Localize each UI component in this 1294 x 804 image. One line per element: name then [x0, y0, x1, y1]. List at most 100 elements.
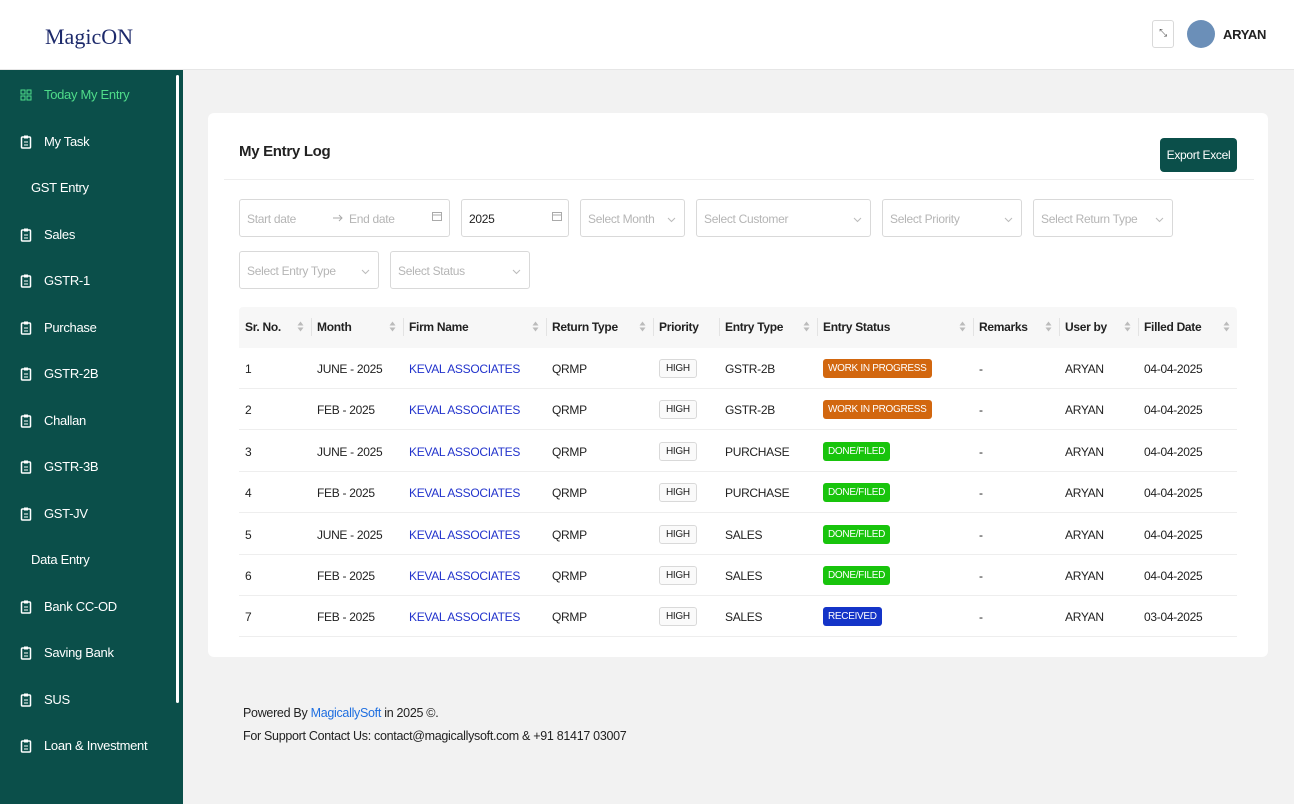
sort-icon[interactable]: [639, 321, 646, 335]
status-tag: WORK IN PROGRESS: [823, 359, 932, 378]
column-divider: [546, 318, 547, 336]
firm-link[interactable]: KEVAL ASSOCIATES: [409, 528, 520, 542]
cell: 4: [245, 486, 251, 500]
footer-support: For Support Contact Us: contact@magicall…: [243, 729, 626, 743]
column-header[interactable]: Return Type: [552, 320, 618, 334]
sort-icon[interactable]: [959, 321, 966, 335]
year-value[interactable]: 2025: [469, 212, 495, 226]
column-header[interactable]: Remarks: [979, 320, 1028, 334]
sort-icon[interactable]: [1223, 321, 1230, 335]
cell: -: [979, 445, 983, 459]
sort-icon[interactable]: [297, 321, 304, 335]
column-header[interactable]: Filled Date: [1144, 320, 1201, 334]
cell: 04-04-2025: [1144, 362, 1202, 376]
start-date[interactable]: Start date: [247, 212, 296, 226]
cell: JUNE - 2025: [317, 362, 382, 376]
firm-link[interactable]: KEVAL ASSOCIATES: [409, 569, 520, 583]
cell: ARYAN: [1065, 445, 1104, 459]
column-header[interactable]: Priority: [659, 320, 699, 334]
column-divider: [1059, 318, 1060, 336]
firm-link[interactable]: KEVAL ASSOCIATES: [409, 445, 520, 459]
column-header[interactable]: Sr. No.: [245, 320, 281, 334]
menu-item[interactable]: GSTR-1: [44, 273, 90, 288]
menu-item[interactable]: GSTR-3B: [44, 459, 98, 474]
link[interactable]: MagicallySoft: [311, 706, 381, 720]
end-date[interactable]: End date: [349, 212, 395, 226]
cell: QRMP: [552, 362, 587, 376]
cell: 03-04-2025: [1144, 610, 1202, 624]
menu-item[interactable]: Loan & Investment: [44, 738, 147, 753]
cell: SALES: [725, 610, 762, 624]
menu-item[interactable]: Saving Bank: [44, 645, 114, 660]
cell: 04-04-2025: [1144, 528, 1202, 542]
firm-link[interactable]: KEVAL ASSOCIATES: [409, 610, 520, 624]
select-placeholder[interactable]: Select Return Type: [1041, 212, 1137, 226]
menu-icon: [20, 739, 32, 753]
priority-tag: HIGH: [659, 442, 697, 461]
menu-icon: [20, 367, 32, 381]
select-placeholder[interactable]: Select Entry Type: [247, 264, 336, 278]
chevron: [667, 213, 676, 227]
menu-item[interactable]: GST-JV: [44, 506, 88, 521]
column-header[interactable]: Entry Type: [725, 320, 783, 334]
cell: QRMP: [552, 528, 587, 542]
menu-item[interactable]: Sales: [44, 227, 75, 242]
column-divider: [719, 318, 720, 336]
sort-icon[interactable]: [1124, 321, 1131, 335]
menu-icon: [20, 460, 32, 474]
status-tag: DONE/FILED: [823, 566, 890, 585]
menu-item[interactable]: SUS: [44, 692, 70, 707]
cell: QRMP: [552, 445, 587, 459]
column-header[interactable]: Firm Name: [409, 320, 468, 334]
select-placeholder[interactable]: Select Priority: [890, 212, 960, 226]
firm-link[interactable]: KEVAL ASSOCIATES: [409, 486, 520, 500]
menu-item[interactable]: Challan: [44, 413, 86, 428]
menu-item[interactable]: Today My Entry: [44, 87, 129, 102]
cell: ARYAN: [1065, 362, 1104, 376]
cell: -: [979, 362, 983, 376]
text: Powered By: [243, 706, 307, 720]
cell: 1: [245, 362, 251, 376]
menu-item[interactable]: Data Entry: [31, 552, 89, 567]
menu-icon: [20, 228, 32, 242]
firm-link[interactable]: KEVAL ASSOCIATES: [409, 362, 520, 376]
menu-item[interactable]: My Task: [44, 134, 89, 149]
sort-icon[interactable]: [389, 321, 396, 335]
cell: -: [979, 403, 983, 417]
cell: ARYAN: [1065, 403, 1104, 417]
cell: QRMP: [552, 610, 587, 624]
column-divider: [973, 318, 974, 336]
user-name[interactable]: ARYAN: [1223, 27, 1266, 42]
avatar[interactable]: [1187, 20, 1215, 48]
menu-item[interactable]: Bank CC-OD: [44, 599, 117, 614]
column-divider: [1138, 318, 1139, 336]
menu-icon: [20, 321, 32, 335]
menu-item[interactable]: GSTR-2B: [44, 366, 98, 381]
column-header[interactable]: Entry Status: [823, 320, 890, 334]
firm-link[interactable]: KEVAL ASSOCIATES: [409, 403, 520, 417]
menu-icon: [20, 693, 32, 707]
select-placeholder[interactable]: Select Customer: [704, 212, 788, 226]
logo[interactable]: MagicON: [45, 24, 133, 50]
sort-icon[interactable]: [532, 321, 539, 335]
column-header[interactable]: Month: [317, 320, 351, 334]
sort-icon[interactable]: [803, 321, 810, 335]
menu-icon: [20, 135, 32, 149]
sort-icon[interactable]: [1045, 321, 1052, 335]
export-button[interactable]: Export Excel: [1160, 138, 1237, 172]
cell: -: [979, 486, 983, 500]
fullscreen-button[interactable]: ⤡: [1152, 20, 1174, 48]
menu-item[interactable]: Purchase: [44, 320, 97, 335]
chevron: [1004, 213, 1013, 227]
select-placeholder[interactable]: Select Status: [398, 264, 465, 278]
cell: QRMP: [552, 486, 587, 500]
cell: JUNE - 2025: [317, 445, 382, 459]
arrow: [333, 211, 343, 225]
cell: 04-04-2025: [1144, 486, 1202, 500]
menu-item[interactable]: GST Entry: [31, 180, 89, 195]
column-header[interactable]: User by: [1065, 320, 1107, 334]
column-divider: [403, 318, 404, 336]
cell: 04-04-2025: [1144, 445, 1202, 459]
select-placeholder[interactable]: Select Month: [588, 212, 654, 226]
chevron: [853, 213, 862, 227]
